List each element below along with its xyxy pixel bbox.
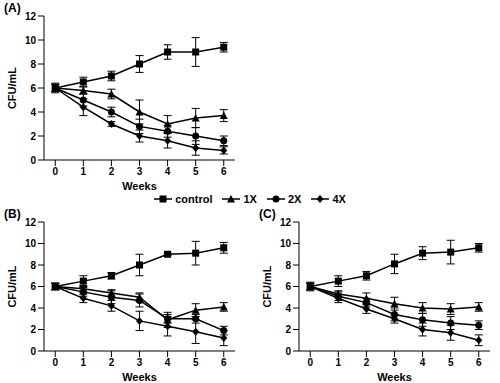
svg-text:12: 12 xyxy=(25,11,37,22)
svg-text:Weeks: Weeks xyxy=(122,180,157,192)
svg-text:8: 8 xyxy=(30,260,36,271)
html-text:(B): (B) xyxy=(4,207,21,221)
svg-text:CFU/mL: CFU/mL xyxy=(261,265,273,307)
svg-text:2: 2 xyxy=(364,357,370,368)
svg-text:0: 0 xyxy=(52,166,58,177)
svg-text:8: 8 xyxy=(285,260,291,271)
svg-text:4: 4 xyxy=(165,357,171,368)
svg-text:Weeks: Weeks xyxy=(377,371,412,383)
svg-text:2: 2 xyxy=(30,131,36,142)
html-text:1X: 1X xyxy=(243,193,257,205)
svg-text:4: 4 xyxy=(165,166,171,177)
html-text:2X: 2X xyxy=(287,193,302,205)
svg-text:5: 5 xyxy=(193,357,199,368)
svg-text:1: 1 xyxy=(336,357,342,368)
html-text:4X: 4X xyxy=(332,193,346,205)
svg-text:12: 12 xyxy=(280,217,292,228)
svg-text:2: 2 xyxy=(285,324,291,335)
svg-text:0: 0 xyxy=(52,357,58,368)
svg-text:6: 6 xyxy=(221,357,227,368)
svg-text:8: 8 xyxy=(30,59,36,70)
svg-text:2: 2 xyxy=(109,166,115,177)
svg-text:10: 10 xyxy=(280,238,292,249)
html-text:(A): (A) xyxy=(4,1,21,15)
svg-text:4: 4 xyxy=(30,107,36,118)
svg-text:2: 2 xyxy=(30,324,36,335)
svg-text:4: 4 xyxy=(420,357,426,368)
svg-text:1: 1 xyxy=(81,166,87,177)
svg-text:0: 0 xyxy=(307,357,313,368)
svg-text:6: 6 xyxy=(221,166,227,177)
svg-text:6: 6 xyxy=(476,357,482,368)
svg-text:5: 5 xyxy=(448,357,454,368)
svg-text:4: 4 xyxy=(30,303,36,314)
svg-text:0: 0 xyxy=(285,346,291,357)
svg-text:6: 6 xyxy=(30,83,36,94)
svg-text:CFU/mL: CFU/mL xyxy=(8,265,18,307)
html-text:(C): (C) xyxy=(259,207,276,221)
html-text:control: control xyxy=(175,193,213,205)
svg-text:0: 0 xyxy=(30,346,36,357)
svg-text:3: 3 xyxy=(137,357,143,368)
svg-text:10: 10 xyxy=(25,35,37,46)
svg-text:5: 5 xyxy=(193,166,199,177)
svg-text:10: 10 xyxy=(25,238,37,249)
svg-text:Weeks: Weeks xyxy=(122,371,157,383)
svg-text:2: 2 xyxy=(109,357,115,368)
svg-text:3: 3 xyxy=(392,357,398,368)
svg-text:6: 6 xyxy=(285,281,291,292)
svg-text:4: 4 xyxy=(285,303,291,314)
svg-text:CFU/mL: CFU/mL xyxy=(8,67,18,109)
svg-text:3: 3 xyxy=(137,166,143,177)
svg-text:0: 0 xyxy=(30,155,36,166)
svg-text:1: 1 xyxy=(81,357,87,368)
svg-text:6: 6 xyxy=(30,281,36,292)
svg-text:12: 12 xyxy=(25,217,37,228)
